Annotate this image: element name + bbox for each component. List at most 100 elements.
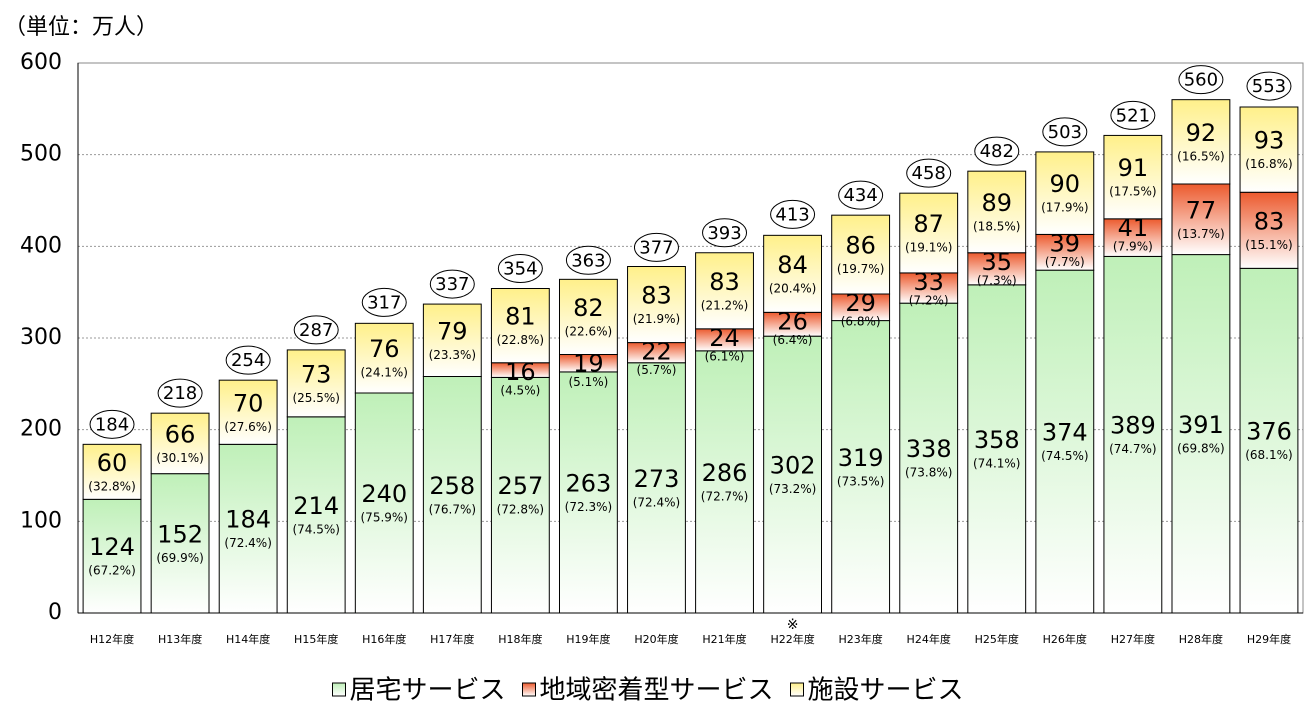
bar-segment — [354, 322, 414, 394]
y-tick-label: 600 — [20, 50, 62, 75]
x-tick-label: H25年度 — [975, 632, 1019, 646]
total-oval — [974, 136, 1020, 166]
segment-label: 258 — [429, 472, 475, 500]
bar-segment — [558, 278, 618, 356]
total-oval — [361, 287, 407, 317]
bar-segment — [82, 498, 142, 614]
bar-segment — [218, 379, 278, 445]
legend-swatch — [522, 682, 536, 697]
segment-label: 257 — [497, 472, 543, 500]
total-label: 218 — [163, 383, 197, 404]
share-label: (19.7%) — [837, 262, 884, 276]
share-label: (74.7%) — [1109, 442, 1156, 456]
share-label: (18.5%) — [973, 219, 1020, 233]
segment-label: 81 — [505, 303, 536, 331]
x-tick-label: H14年度 — [226, 632, 270, 646]
total-oval — [1110, 100, 1156, 130]
bar-segment — [695, 252, 754, 330]
x-tick-label: H20年度 — [634, 632, 678, 646]
total-label: 363 — [571, 250, 605, 271]
share-label: (17.9%) — [1041, 201, 1088, 215]
segment-label: 83 — [641, 282, 672, 310]
x-tick-label: H12年度 — [90, 632, 134, 646]
total-oval — [429, 269, 475, 299]
bar-segment — [354, 392, 414, 614]
legend-swatch — [790, 682, 804, 697]
bar-segment — [899, 302, 959, 614]
bar-segment — [490, 288, 550, 364]
bar-segment — [150, 412, 210, 475]
total-oval — [906, 158, 952, 188]
share-label: (23.3%) — [429, 348, 476, 362]
share-label: (7.9%) — [1113, 239, 1153, 253]
share-label: (4.5%) — [500, 383, 540, 397]
unit-label: （単位：万人） — [4, 15, 158, 40]
total-oval — [770, 199, 816, 229]
share-label: (69.8%) — [1177, 441, 1224, 455]
bar-segment — [831, 320, 891, 614]
segment-label: 73 — [301, 360, 332, 388]
bar-segment — [967, 170, 1027, 254]
share-label: (6.8%) — [841, 315, 881, 329]
bar-segment — [1239, 191, 1299, 269]
share-label: (32.8%) — [88, 479, 135, 493]
share-label: (21.2%) — [701, 298, 748, 312]
share-label: (7.2%) — [909, 293, 949, 307]
share-label: (72.4%) — [633, 495, 680, 509]
segment-label: 60 — [97, 449, 128, 477]
total-label: 521 — [1116, 105, 1150, 126]
segment-label: 77 — [1186, 196, 1217, 224]
segment-label: 93 — [1254, 127, 1285, 155]
x-tick-label: H16年度 — [362, 632, 406, 646]
share-label: (72.3%) — [565, 500, 612, 514]
total-oval — [702, 218, 748, 248]
total-oval — [1042, 117, 1088, 147]
total-label: 434 — [843, 185, 877, 206]
total-label: 393 — [707, 223, 741, 244]
x-tick-label: H18年度 — [498, 632, 542, 646]
x-tick-label: H27年度 — [1111, 632, 1155, 646]
share-label: (22.8%) — [497, 333, 544, 347]
total-oval — [157, 378, 203, 408]
share-label: (5.1%) — [568, 375, 608, 389]
segment-label: 90 — [1050, 170, 1081, 198]
total-label: 354 — [503, 259, 537, 280]
share-label: (67.2%) — [88, 564, 135, 578]
share-label: (30.1%) — [156, 451, 203, 465]
total-label: 287 — [299, 320, 333, 341]
share-label: (24.1%) — [361, 366, 408, 380]
segment-label: 376 — [1246, 418, 1292, 446]
share-label: (72.4%) — [224, 536, 271, 550]
share-label: (73.5%) — [837, 474, 884, 488]
share-label: (15.1%) — [1245, 238, 1292, 252]
segment-label: 286 — [702, 459, 748, 487]
share-label: (7.3%) — [977, 273, 1017, 287]
segment-label: 87 — [913, 210, 944, 238]
total-oval — [497, 254, 543, 283]
bar-segment — [695, 350, 754, 614]
segment-label: 84 — [777, 251, 808, 279]
bar-segment — [1035, 151, 1095, 235]
segment-label: 338 — [906, 435, 952, 463]
legend-label: 居宅サービス — [350, 676, 506, 706]
y-tick-label: 300 — [20, 325, 62, 350]
share-label: (22.6%) — [565, 324, 612, 338]
bar-segment — [763, 234, 823, 313]
bar-segment — [422, 303, 482, 378]
share-label: (6.4%) — [773, 333, 813, 347]
share-label: (19.1%) — [905, 241, 952, 255]
share-label: (20.4%) — [769, 281, 816, 295]
total-oval — [565, 245, 611, 275]
segment-label: 358 — [974, 426, 1020, 454]
total-oval — [225, 345, 271, 375]
y-tick-label: 0 — [48, 600, 62, 625]
x-tick-label: H15年度 — [294, 632, 338, 646]
bar-segment — [286, 416, 346, 614]
bar-segment — [967, 252, 1027, 286]
bar-segment — [831, 293, 891, 322]
share-label: (21.9%) — [633, 312, 680, 326]
share-label: (74.5%) — [1041, 449, 1088, 463]
total-label: 553 — [1252, 76, 1286, 97]
share-label: (6.1%) — [705, 349, 745, 363]
total-oval — [1178, 65, 1224, 95]
